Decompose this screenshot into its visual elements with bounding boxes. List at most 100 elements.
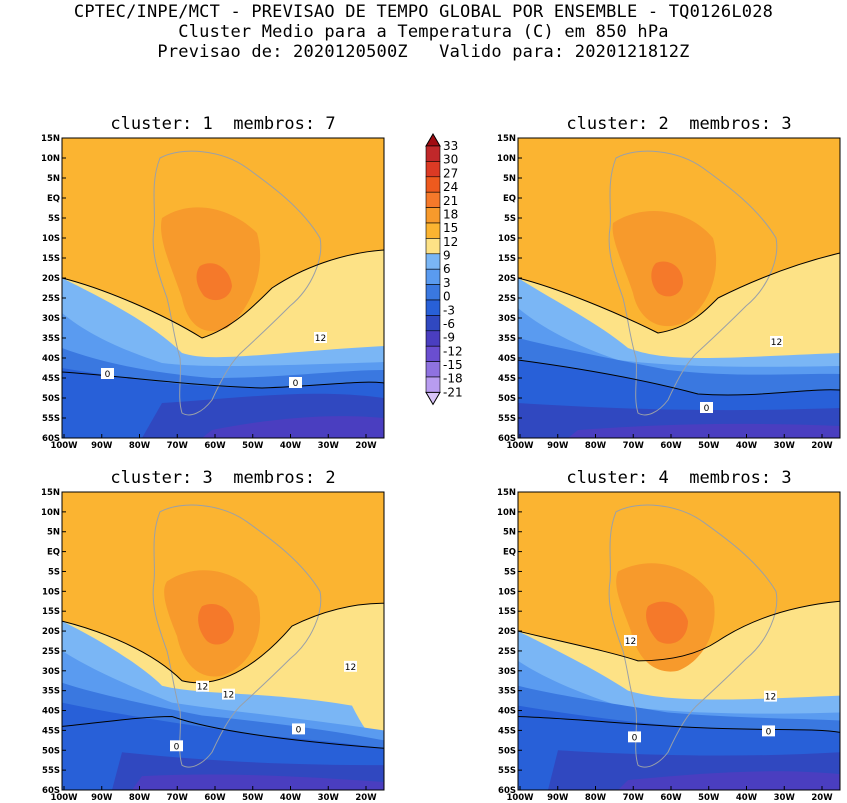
lat-tick-label: 60S (42, 434, 60, 444)
lat-tick-label: 5N (47, 174, 60, 184)
lon-tick-label: 70W (167, 441, 189, 451)
lat-tick-label: 30S (498, 667, 516, 677)
lat-tick-label: 10N (497, 508, 516, 518)
lon-tick-label: 20W (811, 793, 833, 803)
temperature-band (196, 263, 232, 301)
temperature-band (618, 771, 840, 790)
lat-tick-label: 20S (498, 627, 516, 637)
contour-label-text: 12 (345, 663, 356, 673)
colorbar-label: 18 (443, 207, 458, 221)
lat-tick-label: EQ (503, 548, 516, 558)
lon-tick-label: 70W (623, 793, 645, 803)
subtitle-variable: Cluster Medio para a Temperatura (C) em … (178, 22, 669, 42)
lat-tick-label: 55S (498, 414, 516, 424)
lat-tick-label: 60S (498, 786, 516, 796)
colorbar-label: 0 (443, 290, 451, 304)
coastline-outline (152, 504, 322, 768)
contour-line (517, 252, 841, 334)
lon-tick-label: 20W (355, 793, 377, 803)
lat-tick-label: 50S (42, 746, 60, 756)
map-cluster-4: 12 12 0 0 15N 10N 5N EQ 5S 10S 15S 20S 25S 30S 35S 40S 4… (497, 488, 841, 803)
contour-label-bg (170, 740, 183, 752)
temperature-band (198, 604, 234, 645)
map-cluster-2: 12 0 15N 10N 5N EQ 5S 10S 15S 20S 25S 30S 35S 40S 45S 5… (497, 134, 841, 451)
lat-tick-label: 45S (498, 374, 516, 384)
contour-label-bg (770, 336, 783, 347)
lat-tick-label: 55S (498, 766, 516, 776)
lat-tick-label: 10S (498, 234, 516, 244)
lat-tick-label: 30S (498, 314, 516, 324)
colorbar-top-arrow (425, 133, 441, 147)
lat-tick-label: 55S (42, 766, 60, 776)
lat-tick-label: 10S (498, 587, 516, 597)
contour-label-text: 12 (315, 334, 326, 344)
lat-tick-label: 50S (498, 746, 516, 756)
lat-tick-label: 5S (48, 567, 60, 577)
contour-label: 12 (196, 680, 209, 693)
lon-tick-label: 40W (280, 441, 302, 451)
lat-tick-label: 40S (498, 707, 516, 717)
lon-tick-label: 30W (318, 793, 340, 803)
lon-tick-label: 100W (506, 793, 534, 803)
contour-label: 12 (624, 635, 637, 647)
lon-tick-label: 40W (736, 441, 758, 451)
colorbar-label: -6 (443, 317, 455, 331)
map-cluster-1: 12 0 0 15N 10N 5N EQ 5S 10S 15S 20S 25S 30S 35S 40S 45S… (41, 134, 385, 451)
contour-line (61, 371, 385, 389)
temperature-band (568, 423, 840, 438)
lat-tick-label: 10N (497, 154, 516, 164)
colorbar-label: 12 (443, 235, 458, 249)
contour-label-text: 12 (197, 683, 208, 693)
map-frame (61, 137, 385, 439)
colorbar-label: 24 (443, 180, 458, 194)
lon-tick-label: 80W (585, 441, 607, 451)
map-frame (517, 491, 841, 791)
colorbar-label: -18 (443, 372, 463, 386)
contour-label-bg (700, 402, 713, 413)
lat-tick-label: 25S (498, 647, 516, 657)
contour-label-text: 12 (765, 693, 776, 703)
contour-label-text: 12 (223, 691, 234, 701)
lat-tick-label: 45S (42, 726, 60, 736)
lat-tick-label: 50S (498, 394, 516, 404)
temperature-band (646, 601, 688, 644)
colorbar-label: -9 (443, 331, 455, 345)
contour-label-bg (292, 723, 305, 735)
contour-label: 12 (764, 690, 777, 703)
contour-label-bg (628, 731, 641, 743)
lon-tick-label: 70W (623, 441, 645, 451)
contour-label-bg (764, 690, 777, 702)
map-frame (517, 137, 841, 439)
panel-title-cluster-4: cluster: 4 membros: 3 (566, 468, 792, 488)
contour-label: 12 (770, 336, 783, 348)
contour-label-bg (222, 688, 235, 700)
temperature-band (651, 261, 683, 297)
field-group: 12 12 12 0 0 (61, 492, 385, 790)
lat-tick-label: 10S (42, 587, 60, 597)
lat-tick-label: 5S (48, 214, 60, 224)
colorbar-swatch (425, 176, 441, 193)
coastline-outline (152, 150, 322, 416)
lat-tick-label: 5S (504, 214, 516, 224)
lat-tick-label: 35S (42, 334, 60, 344)
lat-tick-label: 60S (498, 434, 516, 444)
lat-tick-label: 10S (42, 234, 60, 244)
contour-label: 12 (222, 688, 235, 701)
colorbar-swatch (425, 361, 441, 378)
contour-label: 0 (700, 402, 713, 414)
lat-tick-label: 45S (42, 374, 60, 384)
contour-line (517, 600, 841, 662)
contour-label-bg (624, 635, 637, 646)
contour-label-text: 0 (766, 727, 772, 737)
colorbar-swatch (425, 191, 441, 208)
contour-label-bg (196, 680, 209, 692)
lat-tick-label: 30S (42, 667, 60, 677)
colorbar-label: -21 (443, 385, 463, 399)
lon-tick-label: 80W (129, 793, 151, 803)
colorbar-label: 21 (443, 194, 458, 208)
contour-label: 12 (344, 660, 357, 673)
lat-tick-label: 15S (42, 607, 60, 617)
colorbar-swatch (425, 238, 441, 255)
contour-label: 0 (289, 377, 302, 389)
lon-tick-label: 40W (736, 793, 758, 803)
